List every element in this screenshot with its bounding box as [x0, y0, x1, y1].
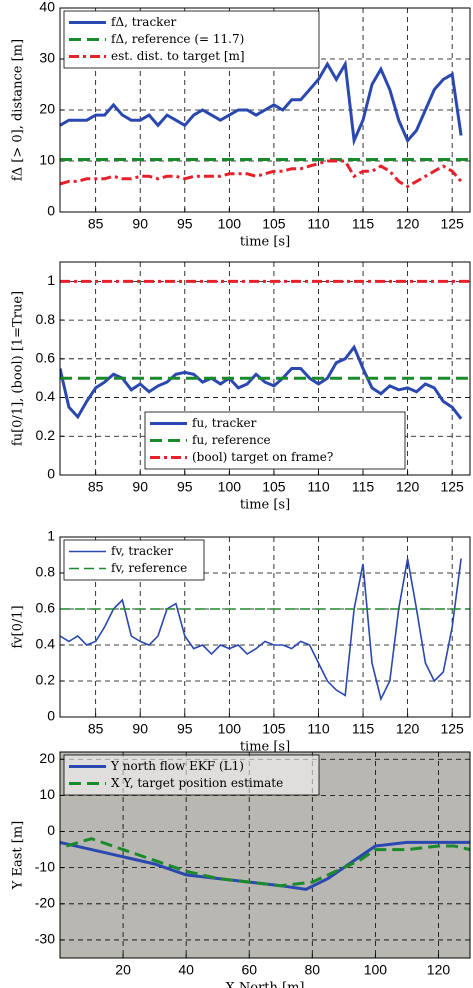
x-tick-label: 105	[262, 479, 286, 495]
legend-label: fv, tracker	[111, 544, 173, 558]
y-tick-label: -10	[35, 858, 55, 874]
x-tick-label: 95	[177, 216, 193, 232]
legend-label: X Y, target position estimate	[111, 776, 283, 790]
x-tick-label: 125	[440, 721, 464, 737]
y-tick-label: 10	[39, 786, 55, 802]
x-axis-label: X North [m]	[225, 981, 304, 988]
y-tick-label: 10	[39, 152, 55, 168]
x-tick-label: 115	[352, 216, 375, 232]
x-tick-label: 90	[132, 479, 148, 495]
x-tick-label: 60	[241, 962, 257, 978]
x-tick-label: 110	[307, 216, 330, 232]
y-tick-label: 20	[39, 750, 55, 766]
data-line	[60, 59, 463, 147]
y-axis-label: fv[0/1]	[11, 605, 26, 648]
y-tick-label: 0	[47, 466, 55, 482]
legend-label: fu, reference	[192, 433, 271, 447]
x-tick-label: 115	[352, 721, 375, 737]
x-tick-label: 105	[262, 216, 286, 232]
x-tick-label: 80	[305, 962, 321, 978]
y-tick-label: -20	[35, 894, 55, 910]
x-tick-label: 100	[218, 479, 242, 495]
x-tick-label: 95	[177, 721, 193, 737]
y-tick-label: 0	[47, 708, 55, 724]
x-tick-label: 20	[115, 962, 131, 978]
plot-frame	[59, 7, 471, 213]
y-tick-label: 0.4	[36, 388, 56, 404]
y-tick-label: 0	[47, 822, 55, 838]
legend-box	[63, 10, 320, 69]
x-tick-label: 105	[262, 721, 286, 737]
legend-box	[63, 539, 205, 581]
x-tick-label: 90	[132, 216, 148, 232]
x-tick-label: 85	[88, 216, 104, 232]
y-axis-label: fΔ [> 0], distance [m]	[11, 39, 26, 181]
y-tick-label: 1	[47, 528, 55, 544]
x-tick-label: 125	[440, 479, 464, 495]
x-tick-label: 95	[177, 479, 193, 495]
x-tick-label: 115	[352, 479, 375, 495]
y-tick-label: 0.2	[36, 672, 56, 688]
legend-label: fΔ, reference (= 11.7)	[111, 32, 244, 46]
y-tick-label: 30	[39, 50, 55, 66]
y-tick-label: 1	[47, 272, 55, 288]
x-tick-label: 120	[396, 721, 420, 737]
x-tick-label: 110	[307, 721, 330, 737]
x-axis-label: time [s]	[240, 740, 290, 755]
plot-frame	[59, 261, 471, 476]
y-tick-label: 0.2	[36, 427, 56, 443]
y-tick-label: 0	[47, 203, 55, 219]
y-tick-label: 40	[39, 0, 55, 15]
plot-frame	[59, 751, 471, 959]
legend-label: fΔ, tracker	[111, 15, 177, 29]
y-tick-label: 0.8	[36, 564, 56, 580]
legend-box	[63, 754, 320, 796]
x-tick-label: 120	[427, 962, 451, 978]
x-tick-label: 90	[132, 721, 148, 737]
plot-frame	[59, 536, 471, 718]
data-line	[60, 558, 462, 702]
y-tick-label: -30	[35, 931, 55, 947]
y-tick-label: 0.6	[36, 600, 56, 616]
data-line	[65, 837, 470, 888]
x-tick-label: 40	[178, 962, 194, 978]
x-tick-label: 120	[396, 216, 420, 232]
legend-label: (bool) target on frame?	[192, 450, 333, 464]
y-tick-label: 0.4	[36, 636, 56, 652]
y-axis-label: fu[0/1], (bool) [1=True]	[11, 291, 26, 446]
legend-label: fu, tracker	[192, 416, 257, 430]
y-tick-label: 0.6	[36, 350, 56, 366]
y-tick-label: 0.8	[36, 311, 56, 327]
x-tick-label: 110	[307, 479, 330, 495]
x-tick-label: 85	[88, 721, 104, 737]
x-axis-label: time [s]	[240, 235, 290, 250]
x-tick-label: 85	[88, 479, 104, 495]
y-tick-label: 20	[39, 101, 55, 117]
x-tick-label: 125	[440, 216, 464, 232]
legend-label: est. dist. to target [m]	[111, 49, 245, 63]
y-axis-label: Y East [m]	[11, 821, 26, 890]
x-tick-label: 120	[396, 479, 420, 495]
x-axis-label: time [s]	[240, 498, 290, 513]
legend-label: Y north flow EKF (L1)	[110, 759, 244, 773]
legend-label: fv, reference	[111, 561, 187, 575]
data-line	[60, 159, 463, 189]
legend-box	[144, 411, 406, 470]
x-tick-label: 100	[218, 216, 242, 232]
data-line	[60, 344, 463, 420]
x-tick-label: 100	[218, 721, 242, 737]
x-tick-label: 100	[364, 962, 388, 978]
